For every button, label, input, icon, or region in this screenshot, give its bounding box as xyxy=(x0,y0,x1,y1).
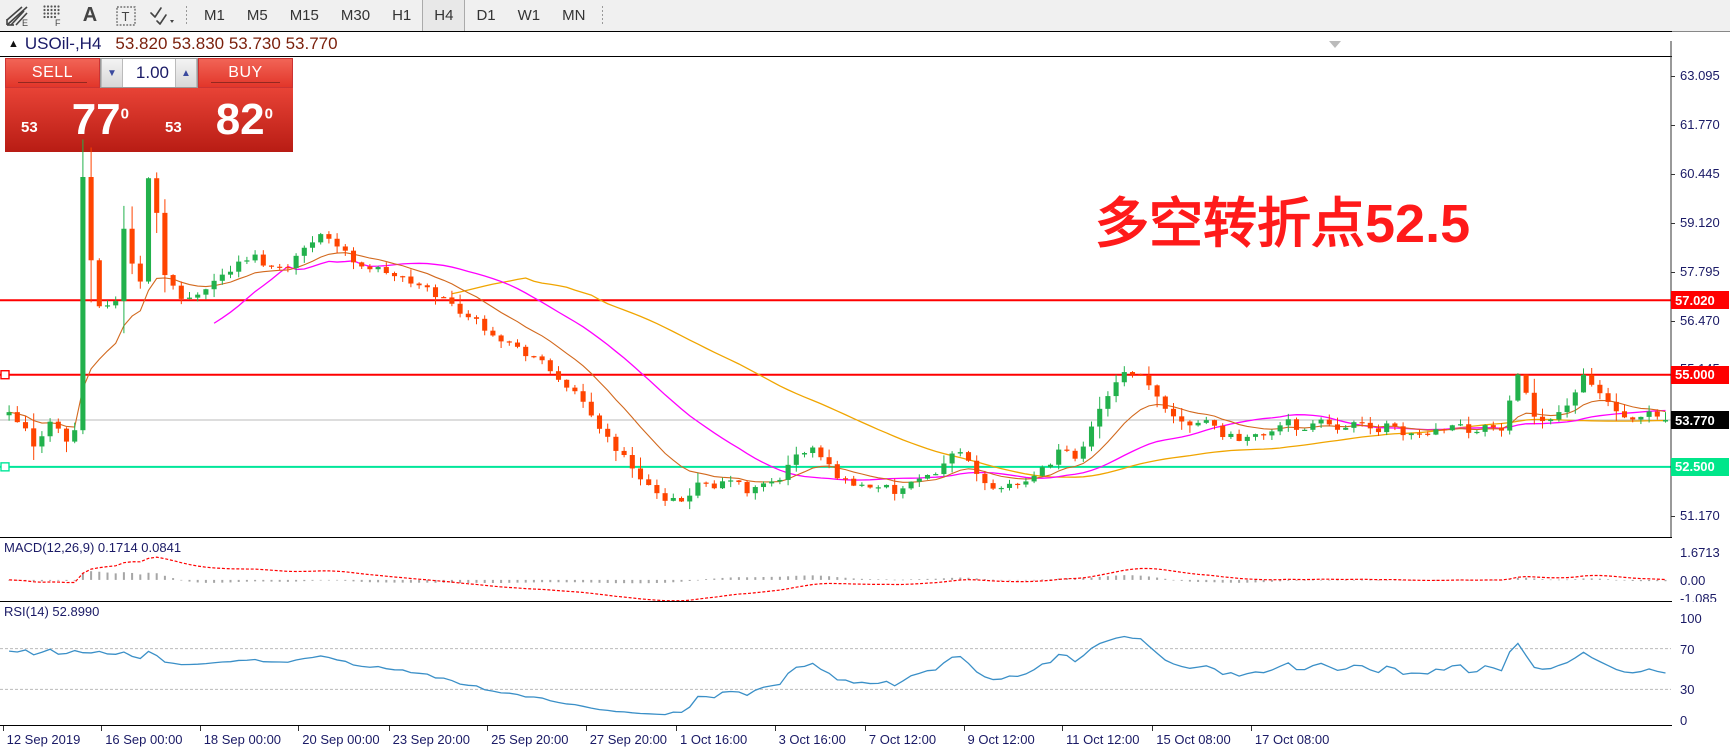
svg-text:T: T xyxy=(122,9,130,24)
svg-text:E: E xyxy=(22,18,28,27)
svg-text:F: F xyxy=(55,18,61,27)
